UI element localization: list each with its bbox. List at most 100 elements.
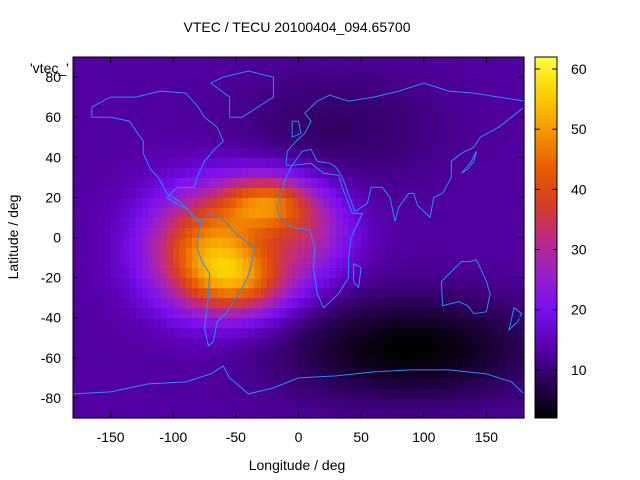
heatmap-cell [492, 197, 500, 209]
heatmap-cell [154, 217, 162, 229]
heatmap-cell [386, 127, 394, 138]
heatmap-cell [342, 97, 350, 108]
heatmap-cell [336, 357, 343, 369]
heatmap-cell [179, 207, 187, 219]
heatmap-cell [329, 157, 337, 168]
colorbar-tick-label: 40 [571, 181, 587, 197]
heatmap-cell [417, 357, 425, 369]
heatmap-cell [179, 377, 187, 389]
heatmap-cell [354, 297, 362, 309]
heatmap-cell [467, 207, 475, 219]
heatmap-cell [73, 287, 80, 299]
heatmap-cell [260, 387, 268, 399]
heatmap-cell [304, 57, 312, 68]
heatmap-cell [392, 347, 400, 359]
heatmap-cell [467, 67, 475, 78]
heatmap-cell [430, 377, 437, 389]
heatmap-cell [198, 257, 206, 269]
heatmap-cell [223, 237, 231, 249]
heatmap-cell [104, 327, 112, 339]
heatmap-cell [279, 237, 287, 249]
heatmap-cell [298, 87, 306, 98]
heatmap-cell [148, 287, 156, 299]
heatmap-cell [311, 127, 318, 138]
heatmap-cell [411, 207, 419, 219]
heatmap-cell [436, 207, 444, 219]
heatmap-cell [110, 407, 118, 419]
heatmap-cell [430, 367, 437, 379]
heatmap-cell [254, 97, 262, 108]
heatmap-cell [79, 87, 87, 98]
heatmap-cell [185, 357, 193, 369]
heatmap-cell [229, 177, 237, 188]
heatmap-cell [166, 247, 174, 259]
heatmap-cell [492, 347, 500, 359]
heatmap-cell [273, 327, 281, 339]
heatmap-cell [123, 247, 130, 259]
heatmap-cell [179, 187, 187, 198]
heatmap-cell [317, 297, 325, 309]
heatmap-cell [480, 157, 488, 168]
heatmap-cell [285, 87, 293, 98]
heatmap-cell [248, 247, 256, 259]
heatmap-cell [73, 57, 80, 68]
heatmap-cell [279, 337, 287, 349]
heatmap-cell [480, 187, 488, 198]
heatmap-cell [173, 367, 181, 379]
heatmap-cell [417, 307, 425, 319]
heatmap-cell [517, 287, 525, 299]
heatmap-cell [204, 327, 212, 339]
heatmap-cell [73, 127, 80, 138]
heatmap-cell [179, 327, 187, 339]
heatmap-cell [198, 327, 206, 339]
heatmap-cell [79, 147, 87, 158]
heatmap-cell [235, 257, 243, 269]
heatmap-cell [141, 377, 149, 389]
heatmap-cell [473, 207, 481, 219]
heatmap-cell [116, 247, 124, 259]
heatmap-cell [116, 87, 124, 98]
heatmap-cell [179, 157, 187, 168]
heatmap-cell [492, 377, 500, 389]
heatmap-cell [329, 127, 337, 138]
heatmap-cell [98, 337, 105, 349]
heatmap-cell [386, 287, 394, 299]
heatmap-cell [179, 107, 187, 118]
heatmap-cell [192, 397, 199, 409]
heatmap-cell [417, 167, 425, 178]
heatmap-cell [229, 347, 237, 359]
heatmap-cell [323, 317, 331, 329]
heatmap-cell [79, 167, 87, 178]
heatmap-cell [141, 307, 149, 319]
heatmap-cell [154, 87, 162, 98]
heatmap-cell [129, 267, 137, 279]
heatmap-cell [248, 187, 256, 198]
heatmap-cell [455, 347, 462, 359]
heatmap-cell [279, 97, 287, 108]
heatmap-cell [204, 97, 212, 108]
heatmap-cell [267, 237, 275, 249]
heatmap-cell [229, 197, 237, 209]
heatmap-cell [404, 217, 412, 229]
heatmap-cell [210, 267, 218, 279]
heatmap-cell [317, 217, 325, 229]
heatmap-cell [116, 377, 124, 389]
heatmap-cell [198, 227, 206, 239]
heatmap-cell [461, 197, 469, 209]
heatmap-cell [329, 67, 337, 78]
heatmap-cell [323, 197, 331, 209]
heatmap-cell [480, 117, 488, 128]
heatmap-cell [229, 137, 237, 148]
heatmap-cell [430, 387, 437, 399]
heatmap-cell [148, 347, 156, 359]
heatmap-cell [473, 347, 481, 359]
heatmap-cell [223, 297, 231, 309]
heatmap-cell [379, 187, 387, 198]
heatmap-cell [185, 117, 193, 128]
heatmap-cell [267, 157, 275, 168]
heatmap-cell [285, 227, 293, 239]
heatmap-cell [448, 187, 456, 198]
heatmap-cell [505, 327, 513, 339]
heatmap-cell [248, 347, 256, 359]
heatmap-cell [192, 217, 199, 229]
